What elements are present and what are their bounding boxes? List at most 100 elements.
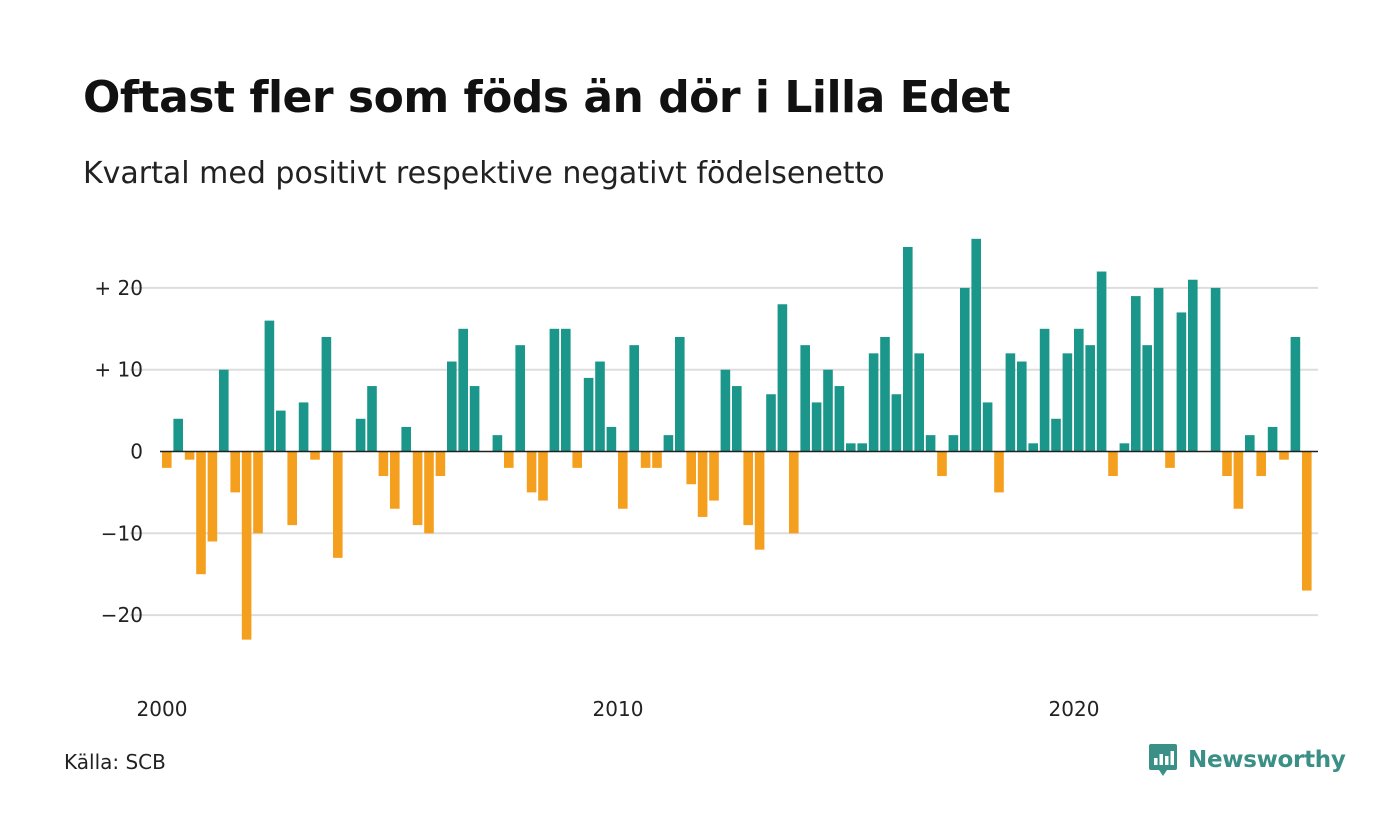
bar <box>1119 443 1130 452</box>
bar <box>458 328 468 452</box>
bar <box>686 451 696 485</box>
bar <box>857 443 867 452</box>
x-tick-label: 2000 <box>137 697 188 721</box>
bar <box>982 402 993 452</box>
bar <box>401 426 411 452</box>
bar <box>1096 271 1107 452</box>
brand-name: Newsworthy <box>1188 747 1346 773</box>
bar <box>1108 451 1118 477</box>
bar <box>1153 287 1164 452</box>
bar <box>846 443 856 452</box>
bar <box>800 345 810 452</box>
bar <box>1188 279 1198 452</box>
bar <box>276 410 286 452</box>
bar <box>1142 345 1152 452</box>
bar <box>219 369 229 452</box>
bar <box>538 451 548 501</box>
bar <box>1039 328 1050 452</box>
bar <box>492 435 503 452</box>
bar <box>162 451 172 468</box>
bar <box>378 451 389 477</box>
bar <box>241 451 252 640</box>
bar <box>1233 451 1244 509</box>
bar <box>1131 296 1141 452</box>
bars <box>162 238 1312 640</box>
bar <box>1074 328 1084 452</box>
bar <box>994 451 1004 493</box>
bar <box>823 369 833 452</box>
bar <box>1017 361 1027 452</box>
grid-lines <box>130 286 1318 617</box>
bar <box>390 451 400 509</box>
bar <box>412 451 423 526</box>
bar <box>504 451 514 468</box>
bar <box>652 451 662 468</box>
bar <box>697 451 708 517</box>
bar <box>868 353 879 452</box>
bar <box>640 451 651 468</box>
bar <box>572 451 582 468</box>
bar <box>743 451 753 526</box>
bar <box>675 336 685 452</box>
bar <box>447 361 457 452</box>
bar <box>1245 435 1255 452</box>
y-tick-label: + 20 <box>94 276 143 300</box>
bar <box>595 361 605 452</box>
bar <box>310 451 320 460</box>
bar <box>925 435 936 452</box>
x-tick-label: 2010 <box>593 697 644 721</box>
bar <box>1062 353 1073 452</box>
bar <box>1210 287 1221 452</box>
bar <box>789 451 799 534</box>
bar <box>903 247 913 452</box>
bar <box>230 451 240 493</box>
bar <box>1302 451 1312 591</box>
brand-logo[interactable]: Newsworthy <box>1148 743 1346 777</box>
bar <box>1256 451 1266 477</box>
bar <box>1176 312 1187 452</box>
bar <box>424 451 434 534</box>
bar <box>834 386 845 452</box>
bar <box>333 451 343 558</box>
bar <box>196 451 206 575</box>
bar <box>732 386 742 452</box>
bar <box>1005 353 1016 452</box>
bar <box>629 345 639 452</box>
bar <box>264 320 275 452</box>
bar <box>914 353 924 452</box>
y-tick-label: −20 <box>101 603 143 627</box>
bar <box>709 451 719 501</box>
bar <box>549 328 560 452</box>
bar <box>1165 451 1175 468</box>
bar <box>207 451 218 542</box>
bar <box>606 426 617 452</box>
bar <box>1290 336 1301 452</box>
bar <box>1267 426 1278 452</box>
bar <box>663 435 674 452</box>
bar <box>618 451 628 509</box>
bar <box>173 418 183 452</box>
bar <box>960 287 970 452</box>
bar <box>184 451 195 460</box>
bar <box>891 394 902 452</box>
bar <box>526 451 537 493</box>
bar <box>1051 418 1061 452</box>
y-axis-ticks: + 20 + 10 0 −10 −20 <box>94 276 143 627</box>
bar <box>777 304 788 452</box>
newsworthy-logo-icon <box>1149 744 1177 776</box>
bar <box>253 451 263 534</box>
bar <box>435 451 446 477</box>
y-tick-label: 0 <box>130 440 143 464</box>
bar <box>1028 443 1038 452</box>
chart-subtitle: Kvartal med positivt respektive negativt… <box>83 156 885 191</box>
bar <box>561 328 571 452</box>
x-axis-ticks: 2000 2010 2020 <box>137 697 1100 721</box>
bar <box>754 451 765 550</box>
source-note: Källa: SCB <box>64 750 166 774</box>
y-tick-label: + 10 <box>94 358 143 382</box>
bar <box>287 451 297 526</box>
bar <box>321 336 332 452</box>
bar <box>811 402 822 452</box>
bar <box>880 336 890 452</box>
